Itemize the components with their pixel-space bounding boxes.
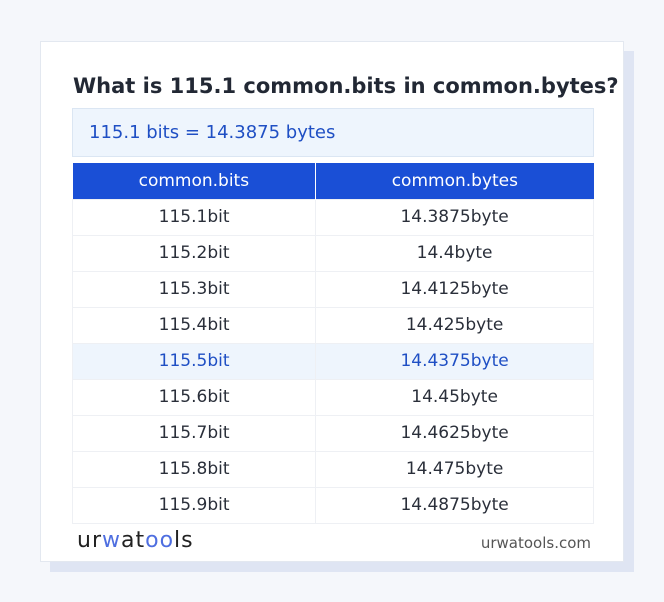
site-link[interactable]: urwatools.com	[480, 534, 591, 552]
table-cell: 14.4875byte	[315, 486, 594, 524]
table-cell: 115.8bit	[71, 450, 317, 488]
urwatools-logo[interactable]: urwatools	[77, 528, 194, 553]
table-cell: 115.1bit	[71, 198, 317, 236]
table-row: 115.3bit 14.4125byte	[71, 270, 594, 308]
table-cell: 115.4bit	[71, 306, 317, 344]
result-box: 115.1 bits = 14.3875 bytes	[72, 108, 594, 157]
column-header: common.bytes	[315, 163, 594, 199]
table-row: 115.4bit 14.425byte	[71, 306, 594, 344]
table-cell: 115.3bit	[71, 270, 317, 308]
table-cell: 115.7bit	[71, 414, 317, 452]
table-row: 115.9bit 14.4875byte	[71, 486, 594, 524]
table-cell: 115.6bit	[71, 378, 317, 416]
table-row: 115.2bit 14.4byte	[71, 234, 594, 272]
page-title: What is 115.1 common.bits in common.byte…	[73, 74, 619, 98]
conversion-table: common.bits common.bytes 115.1bit 14.3875…	[71, 163, 594, 524]
converter-card: What is 115.1 common.bits in common.byte…	[40, 41, 624, 562]
table-row: 115.6bit 14.45byte	[71, 378, 594, 416]
column-header: common.bits	[72, 163, 317, 199]
table-cell: 14.4byte	[315, 234, 594, 272]
table-row: 115.1bit 14.3875byte	[71, 198, 594, 236]
table-cell: 14.425byte	[315, 306, 594, 344]
table-cell: 14.45byte	[315, 378, 594, 416]
table-row: 115.5bit 14.4375byte	[71, 342, 594, 380]
table-cell: 115.9bit	[71, 486, 317, 524]
table-cell: 14.4625byte	[315, 414, 594, 452]
table-row: 115.8bit 14.475byte	[71, 450, 594, 488]
table-cell: 115.5bit	[71, 342, 317, 380]
table-cell: 14.4125byte	[315, 270, 594, 308]
table-cell: 14.3875byte	[315, 198, 594, 236]
table-cell: 14.475byte	[315, 450, 594, 488]
table-cell: 14.4375byte	[315, 342, 594, 380]
table-cell: 115.2bit	[71, 234, 317, 272]
table-row: 115.7bit 14.4625byte	[71, 414, 594, 452]
